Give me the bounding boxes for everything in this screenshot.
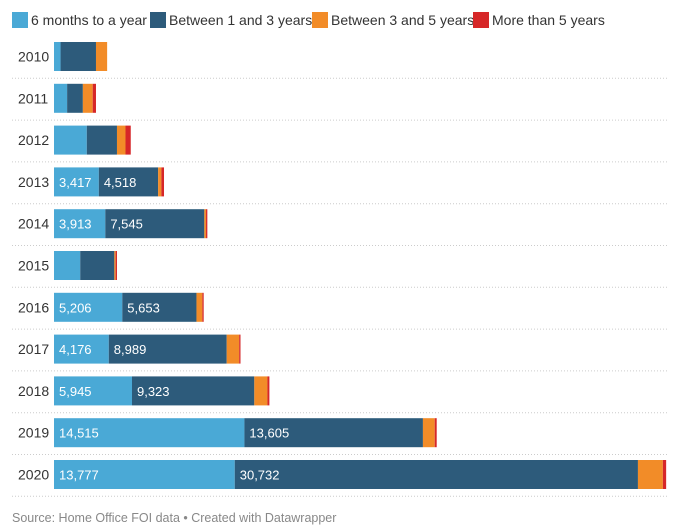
data-label-2014-between-1-and-3-years: 7,545 xyxy=(110,217,143,232)
bar-2015-between-3-and-5-years xyxy=(114,251,116,280)
bar-2018-6-months-to-a-year xyxy=(54,376,132,406)
data-label-2019-between-1-and-3-years: 13,605 xyxy=(249,426,289,441)
bar-2020-between-1-and-3-years xyxy=(234,460,638,489)
data-label-2017-6-months-to-a-year: 4,176 xyxy=(59,342,92,357)
bar-2015-more-than-5-years xyxy=(115,251,117,280)
row-separators xyxy=(12,77,668,497)
legend-label-between-1-and-3-years: Between 1 and 3 years xyxy=(169,12,312,28)
bar-2019-between-3-and-5-years xyxy=(422,418,435,448)
bar-2013-between-1-and-3-years xyxy=(98,167,159,197)
year-label-2010: 2010 xyxy=(18,49,49,65)
year-label-2011: 2011 xyxy=(18,90,48,106)
year-label-2020: 2020 xyxy=(18,467,49,483)
data-label-2019-6-months-to-a-year: 14,515 xyxy=(59,426,99,441)
bar-2015-6-months-to-a-year xyxy=(54,251,81,280)
year-label-2018: 2018 xyxy=(18,383,49,399)
bar-2010-between-1-and-3-years xyxy=(60,42,96,71)
bar-2013-between-3-and-5-years xyxy=(158,167,162,197)
bar-2017-between-3-and-5-years xyxy=(226,334,240,364)
bar-2011-between-3-and-5-years xyxy=(82,83,93,113)
bar-2014-between-3-and-5-years xyxy=(204,209,207,239)
legend-label-6-months-to-a-year: 6 months to a year xyxy=(31,12,147,28)
bar-2011-more-than-5-years xyxy=(92,83,96,113)
data-label-2014-6-months-to-a-year: 3,913 xyxy=(59,217,92,232)
source-note: Source: Home Office FOI data • Created w… xyxy=(12,511,336,525)
year-label-2017: 2017 xyxy=(18,341,49,357)
bar-2019-more-than-5-years xyxy=(434,418,437,448)
bar-2020-more-than-5-years xyxy=(662,460,667,489)
bar-2018-more-than-5-years xyxy=(267,376,270,406)
bar-2019-between-1-and-3-years xyxy=(244,418,423,448)
labels-group: 2010 2011 2012 2013 3,417 4,518 2014 3,913 7,545… xyxy=(18,49,289,483)
data-label-2018-between-1-and-3-years: 9,323 xyxy=(137,384,170,399)
bar-2019-6-months-to-a-year xyxy=(54,418,245,448)
bar-2012-between-1-and-3-years xyxy=(86,125,117,155)
bar-2010-6-months-to-a-year xyxy=(54,42,61,71)
legend-swatch-between-1-and-3-years xyxy=(150,12,166,28)
year-label-2019: 2019 xyxy=(18,425,49,441)
year-label-2013: 2013 xyxy=(18,174,49,190)
data-label-2016-6-months-to-a-year: 5,206 xyxy=(59,300,92,315)
bar-2016-more-than-5-years xyxy=(202,292,204,322)
bar-2013-more-than-5-years xyxy=(161,167,165,197)
year-label-2014: 2014 xyxy=(18,216,49,232)
bar-2017-more-than-5-years xyxy=(239,334,241,364)
legend-swatch-6-months-to-a-year xyxy=(12,12,28,28)
legend-swatch-between-3-and-5-years xyxy=(312,12,328,28)
data-label-2020-between-1-and-3-years: 30,732 xyxy=(240,468,280,483)
legend-label-more-than-5-years: More than 5 years xyxy=(492,12,605,28)
bar-2011-between-1-and-3-years xyxy=(67,83,83,113)
bar-2014-6-months-to-a-year xyxy=(54,209,106,239)
data-label-2013-6-months-to-a-year: 3,417 xyxy=(59,175,92,190)
bar-2015-between-1-and-3-years xyxy=(80,251,115,280)
legend-swatch-more-than-5-years xyxy=(473,12,489,28)
bar-2014-more-than-5-years xyxy=(206,209,208,239)
bar-2016-6-months-to-a-year xyxy=(54,292,123,322)
chart-legend: 6 months to a year Between 1 and 3 years B… xyxy=(12,12,605,28)
bar-2018-between-1-and-3-years xyxy=(131,376,255,406)
data-label-2018-6-months-to-a-year: 5,945 xyxy=(59,384,92,399)
data-label-2016-between-1-and-3-years: 5,653 xyxy=(127,300,160,315)
bar-2020-6-months-to-a-year xyxy=(54,460,235,489)
bar-2017-6-months-to-a-year xyxy=(54,334,109,364)
bar-2010-between-3-and-5-years xyxy=(95,42,108,71)
bar-2013-6-months-to-a-year xyxy=(54,167,99,197)
bar-2012-between-3-and-5-years xyxy=(116,125,126,155)
bars-group xyxy=(54,42,667,489)
year-label-2012: 2012 xyxy=(18,132,49,148)
bar-2020-between-3-and-5-years xyxy=(637,460,663,489)
bar-2018-between-3-and-5-years xyxy=(254,376,268,406)
bar-2012-6-months-to-a-year xyxy=(54,125,87,155)
bar-2016-between-3-and-5-years xyxy=(196,292,203,322)
bar-2011-6-months-to-a-year xyxy=(54,83,68,113)
bar-2017-between-1-and-3-years xyxy=(108,334,227,364)
bar-2014-between-1-and-3-years xyxy=(105,209,205,239)
data-label-2013-between-1-and-3-years: 4,518 xyxy=(104,175,137,190)
bar-2012-more-than-5-years xyxy=(125,125,131,155)
data-label-2020-6-months-to-a-year: 13,777 xyxy=(59,468,99,483)
year-label-2016: 2016 xyxy=(18,299,49,315)
year-label-2015: 2015 xyxy=(18,258,49,274)
data-label-2017-between-1-and-3-years: 8,989 xyxy=(114,342,147,357)
bar-2016-between-1-and-3-years xyxy=(122,292,197,322)
legend-label-between-3-and-5-years: Between 3 and 5 years xyxy=(331,12,474,28)
